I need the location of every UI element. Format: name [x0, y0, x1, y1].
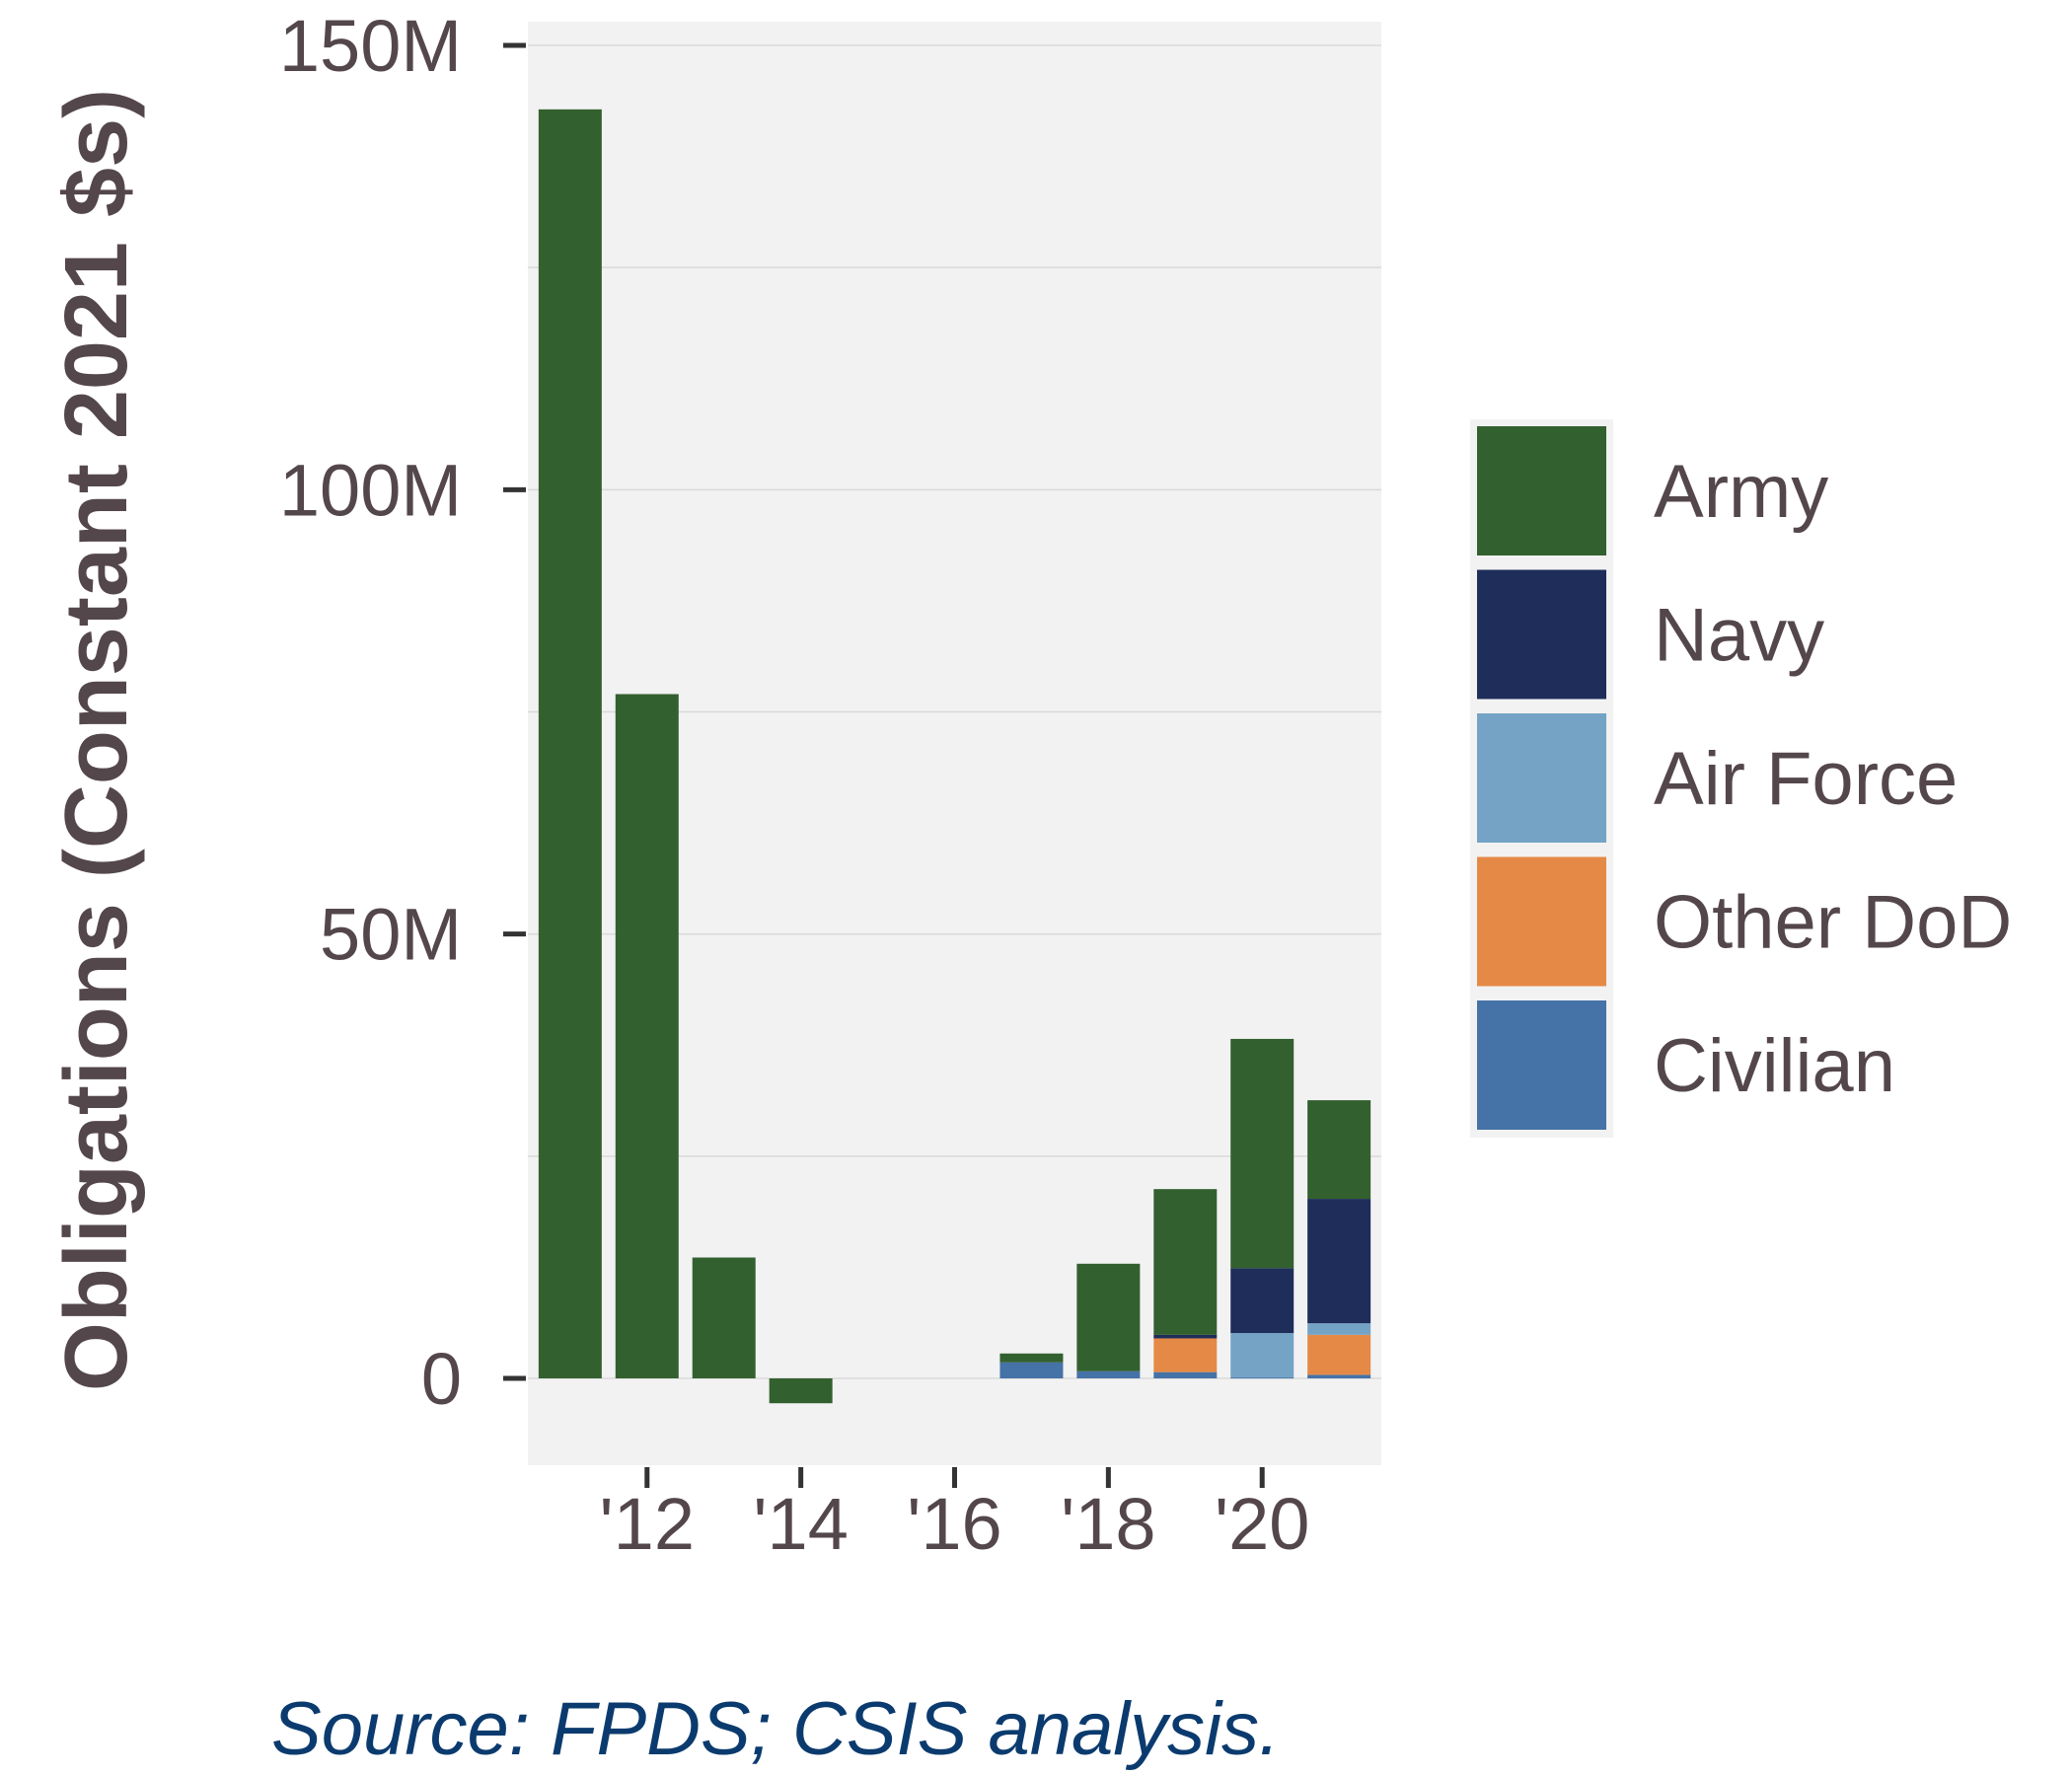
- y-tick-label: 100M: [279, 449, 462, 531]
- bar-army-2019: [1153, 1189, 1218, 1335]
- bar-army-2017: [999, 1353, 1064, 1363]
- bar-air-force-2021: [1307, 1323, 1371, 1335]
- legend-label-other-dod: Other DoD: [1654, 881, 2012, 965]
- legend-swatch-navy: [1477, 569, 1606, 700]
- bar-air-force-2020: [1230, 1333, 1295, 1378]
- y-tick-label: 50M: [320, 894, 462, 976]
- y-axis-title: Obligations (Constant 2021 $s): [47, 89, 146, 1391]
- source-note: Source: FPDS; CSIS analysis.: [271, 1687, 1280, 1771]
- x-tick-label: '12: [600, 1483, 695, 1565]
- bar-civilian-2017: [999, 1362, 1064, 1378]
- bar-army-2021: [1307, 1100, 1371, 1200]
- y-tick-label: 150M: [279, 5, 462, 87]
- bar-army-2014: [769, 1378, 833, 1404]
- x-tick-label: '14: [753, 1483, 848, 1565]
- bar-army-2011: [538, 109, 602, 1378]
- legend-swatch-air-force: [1477, 713, 1606, 843]
- x-tick-label: '18: [1061, 1483, 1155, 1565]
- x-axis: '12 '14 '16 '18 '20: [600, 1467, 1309, 1565]
- bar-civilian-2018: [1076, 1370, 1141, 1378]
- bar-navy-2020: [1230, 1268, 1295, 1334]
- x-tick-label: '16: [907, 1483, 1001, 1565]
- bar-army-2013: [692, 1257, 756, 1378]
- bar-army-2020: [1230, 1038, 1295, 1269]
- y-tick-label: 0: [421, 1338, 462, 1420]
- bar-other-dod-2021: [1307, 1334, 1371, 1375]
- x-tick-label: '20: [1215, 1483, 1309, 1565]
- bar-navy-2021: [1307, 1199, 1371, 1324]
- legend-label-navy: Navy: [1654, 594, 1824, 678]
- bar-other-dod-2019: [1153, 1338, 1218, 1372]
- legend: Army Navy Air Force Other DoD Civilian: [1470, 419, 2012, 1138]
- legend-swatch-civilian: [1477, 1000, 1606, 1130]
- bar-civilian-2020: [1230, 1377, 1295, 1379]
- y-axis: 0 50M 100M 150M: [279, 5, 526, 1420]
- bar-army-2018: [1076, 1263, 1141, 1371]
- legend-label-air-force: Air Force: [1654, 737, 1958, 821]
- bar-civilian-2019: [1153, 1371, 1218, 1378]
- bar-army-2012: [615, 694, 679, 1378]
- bars: [538, 109, 1371, 1404]
- legend-label-army: Army: [1654, 450, 1828, 534]
- legend-swatch-army: [1477, 426, 1606, 555]
- legend-swatch-other-dod: [1477, 856, 1606, 987]
- bar-civilian-2021: [1307, 1374, 1371, 1378]
- legend-label-civilian: Civilian: [1654, 1024, 1895, 1108]
- bar-navy-2019: [1153, 1334, 1218, 1339]
